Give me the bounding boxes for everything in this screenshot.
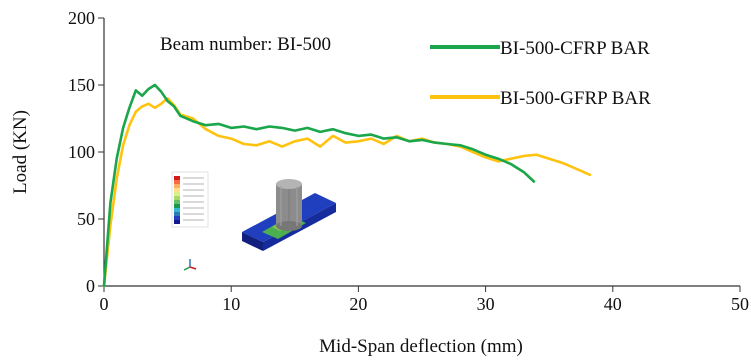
y-tick-label: 200 xyxy=(68,8,95,28)
axes: 0 10 20 30 40 50 0 50 100 150 200 xyxy=(68,8,749,314)
x-tick-label: 30 xyxy=(477,294,495,314)
y-tick-label: 150 xyxy=(68,75,95,95)
legend-label-gfrp: BI-500-GFRP BAR xyxy=(500,88,651,109)
x-tick-label: 0 xyxy=(100,294,109,314)
y-tick-label: 100 xyxy=(68,142,95,162)
x-tick-label: 10 xyxy=(222,294,240,314)
y-tick-label: 0 xyxy=(86,276,95,296)
series-layer xyxy=(102,83,592,288)
beam-number-annotation: Beam number: BI-500 xyxy=(160,34,331,55)
legend: BI-500-CFRP BAR BI-500-GFRP BAR xyxy=(430,38,651,109)
x-axis-title: Mid-Span deflection (mm) xyxy=(319,336,523,357)
y-tick-label: 50 xyxy=(77,209,95,229)
fem-beam-model xyxy=(242,179,336,251)
axis-triad-icon xyxy=(183,259,197,271)
x-tick-label: 20 xyxy=(349,294,367,314)
x-tick-label: 40 xyxy=(604,294,622,314)
series-line-cfrp xyxy=(102,83,536,288)
y-axis-title: Load (KN) xyxy=(10,110,31,194)
legend-label-cfrp: BI-500-CFRP BAR xyxy=(500,38,650,59)
fem-model-inset xyxy=(171,171,336,271)
series-line-gfrp xyxy=(102,97,592,288)
fem-contour-legend xyxy=(171,171,209,228)
x-tick-label: 50 xyxy=(731,294,749,314)
